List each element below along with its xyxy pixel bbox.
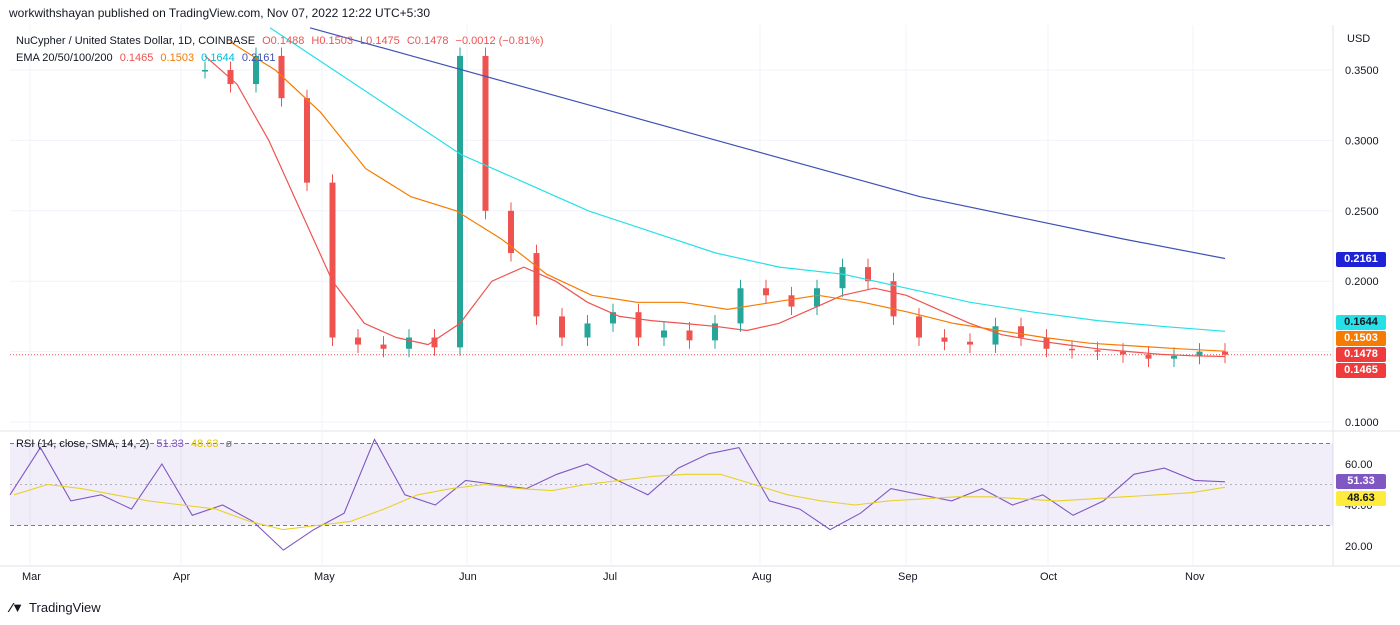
price-tag-ema100: 0.1644 bbox=[1336, 315, 1386, 330]
candle-body bbox=[1120, 351, 1126, 355]
rsi-tick: 20.00 bbox=[1345, 541, 1373, 553]
price-tag-ema200: 0.2161 bbox=[1336, 252, 1386, 267]
ohlc-close: C0.1478 bbox=[406, 35, 449, 47]
candle-body bbox=[559, 316, 565, 338]
candle-body bbox=[584, 323, 591, 338]
candle-body bbox=[253, 55, 259, 85]
candle-body bbox=[814, 288, 820, 307]
rsi-sma-value: 48.63 bbox=[190, 438, 219, 450]
time-tick-aug: Aug bbox=[752, 571, 772, 583]
ohlc-high: H0.1503 bbox=[311, 35, 353, 47]
candle-body bbox=[1196, 351, 1203, 356]
ema-line-ema100 bbox=[269, 27, 1226, 332]
candle-body bbox=[329, 182, 336, 338]
candle-body bbox=[686, 330, 693, 341]
candle-body bbox=[355, 337, 361, 345]
price-tag-close: 0.1478 bbox=[1336, 347, 1386, 362]
candle-body bbox=[865, 267, 871, 282]
time-tick-nov: Nov bbox=[1185, 571, 1205, 583]
price-tick: 0.2000 bbox=[1345, 276, 1379, 288]
candle-body bbox=[457, 55, 463, 348]
ohlc-low: L0.1475 bbox=[360, 35, 400, 47]
candle-body bbox=[1043, 337, 1050, 349]
price-tick: 0.1000 bbox=[1345, 417, 1379, 429]
candle-body bbox=[1094, 350, 1101, 352]
candle-body bbox=[1171, 355, 1177, 359]
candle-body bbox=[482, 55, 489, 211]
ema-line-ema20 bbox=[204, 55, 1226, 358]
candle-body bbox=[788, 295, 795, 307]
time-tick-jul: Jul bbox=[603, 571, 617, 583]
candle-body bbox=[508, 210, 514, 254]
price-tag-ema20: 0.1465 bbox=[1336, 363, 1386, 378]
candle-body bbox=[1145, 354, 1152, 359]
price-tick: 0.3500 bbox=[1345, 65, 1379, 77]
candle-body bbox=[202, 70, 208, 72]
candle-body bbox=[533, 253, 540, 317]
candle-body bbox=[737, 288, 744, 324]
candle-body bbox=[839, 267, 846, 289]
publish-info: workwithshayan published on TradingView.… bbox=[9, 6, 431, 20]
time-tick-mar: Mar bbox=[22, 571, 41, 583]
time-tick-oct: Oct bbox=[1040, 571, 1057, 583]
candle-body bbox=[406, 337, 412, 349]
candle-body bbox=[992, 326, 999, 345]
candle-body bbox=[941, 337, 948, 342]
candle-body bbox=[227, 70, 234, 85]
ema-legend: EMA 20/50/100/200 0.1465 0.1503 0.1644 0… bbox=[16, 52, 280, 64]
candle-body bbox=[1069, 348, 1075, 351]
rsi-extra: ø bbox=[225, 438, 233, 450]
ema20-value: 0.1465 bbox=[119, 52, 154, 64]
candle-body bbox=[1222, 351, 1228, 355]
rsi-label: RSI (14, close, SMA, 14, 2) bbox=[16, 438, 150, 450]
candle-body bbox=[635, 312, 642, 338]
candle-body bbox=[278, 55, 285, 99]
rsi-tick: 60.00 bbox=[1345, 459, 1373, 471]
candle-body bbox=[661, 330, 667, 338]
rsi-legend: RSI (14, close, SMA, 14, 2) 51.33 48.63 … bbox=[16, 438, 236, 450]
time-tick-apr: Apr bbox=[173, 571, 190, 583]
ema100-value: 0.1644 bbox=[201, 52, 235, 64]
candle-body bbox=[304, 98, 310, 183]
candle-body bbox=[610, 312, 616, 324]
candle-body bbox=[380, 344, 387, 349]
ema50-value: 0.1503 bbox=[160, 52, 195, 64]
symbol-title: NuCypher / United States Dollar, 1D, COI… bbox=[16, 35, 256, 47]
rsi-sma-tag: 48.63 bbox=[1336, 491, 1386, 506]
footer-brand: ⁄▼ TradingView bbox=[10, 600, 101, 615]
price-tag-ema50: 0.1503 bbox=[1336, 331, 1386, 346]
price-scale-currency: USD bbox=[1347, 33, 1370, 45]
candle-body bbox=[1018, 326, 1024, 338]
candle-body bbox=[712, 323, 718, 341]
price-tick: 0.3000 bbox=[1345, 135, 1379, 147]
tradingview-logo-icon: ⁄▼ bbox=[10, 600, 24, 615]
time-tick-jun: Jun bbox=[459, 571, 477, 583]
time-tick-may: May bbox=[314, 571, 335, 583]
time-tick-sep: Sep bbox=[898, 571, 918, 583]
ema-label: EMA 20/50/100/200 bbox=[16, 52, 113, 64]
candle-body bbox=[916, 316, 922, 338]
rsi-tag: 51.33 bbox=[1336, 474, 1386, 489]
rsi-sma-line bbox=[13, 473, 1226, 531]
candle-body bbox=[967, 341, 973, 345]
ema-line-ema200 bbox=[309, 27, 1226, 260]
ohlc-change: −0.0012 (−0.81%) bbox=[455, 35, 544, 47]
rsi-value: 51.33 bbox=[156, 438, 184, 450]
candle-body bbox=[763, 288, 769, 296]
symbol-legend: NuCypher / United States Dollar, 1D, COI… bbox=[16, 35, 548, 47]
ema200-value: 0.2161 bbox=[241, 52, 276, 64]
price-tick: 0.2500 bbox=[1345, 206, 1379, 218]
candle-body bbox=[431, 337, 438, 348]
ohlc-open: O0.1488 bbox=[262, 35, 305, 47]
candle-body bbox=[890, 281, 897, 317]
ema-line-ema50 bbox=[229, 41, 1226, 352]
brand-name: TradingView bbox=[29, 600, 101, 615]
